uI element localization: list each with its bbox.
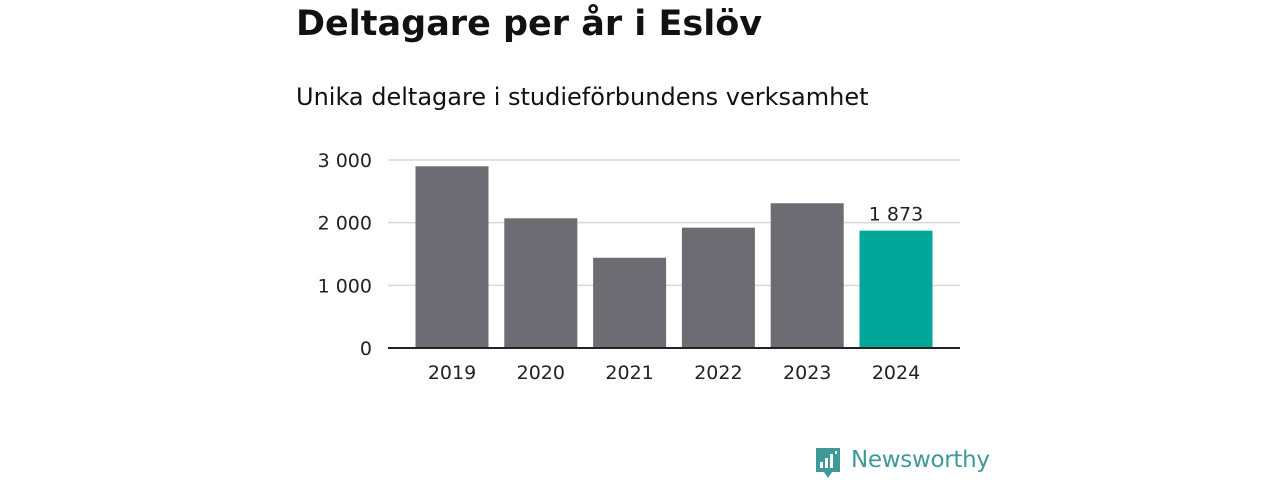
bars xyxy=(415,166,933,348)
x-tick-labels: 2019 2020 2021 2022 2023 2024 xyxy=(428,362,920,384)
data-label: 1 873 xyxy=(869,204,923,226)
bar-2019 xyxy=(415,166,489,348)
newsworthy-logo-icon xyxy=(816,448,840,478)
x-tick-label: 2024 xyxy=(872,362,920,384)
x-tick-label: 2019 xyxy=(428,362,476,384)
data-labels: 1 873 xyxy=(869,204,923,226)
chart-subtitle: Unika deltagare i studieförbundens verks… xyxy=(296,83,869,111)
bar-2021 xyxy=(593,257,667,348)
chart-title: Deltagare per år i Eslöv xyxy=(296,4,763,44)
y-tick-label: 3 000 xyxy=(318,150,372,172)
x-tick-label: 2020 xyxy=(517,362,565,384)
bar-chart: 0 1 000 2 000 3 000 2019 2020 2021 2022 2023 202… xyxy=(318,150,960,384)
bar-2024 xyxy=(859,230,933,348)
newsworthy-logo: Newsworthy xyxy=(814,446,990,480)
x-tick-label: 2022 xyxy=(694,362,742,384)
bar-2023 xyxy=(770,203,844,348)
y-tick-label: 1 000 xyxy=(318,275,372,297)
bar-2020 xyxy=(504,218,578,348)
y-tick-label: 0 xyxy=(360,338,372,360)
x-tick-label: 2021 xyxy=(605,362,653,384)
y-tick-labels: 0 1 000 2 000 3 000 xyxy=(318,150,372,360)
brand-name: Newsworthy xyxy=(851,447,990,473)
y-tick-label: 2 000 xyxy=(318,213,372,235)
x-tick-label: 2023 xyxy=(783,362,831,384)
bar-2022 xyxy=(681,227,755,348)
